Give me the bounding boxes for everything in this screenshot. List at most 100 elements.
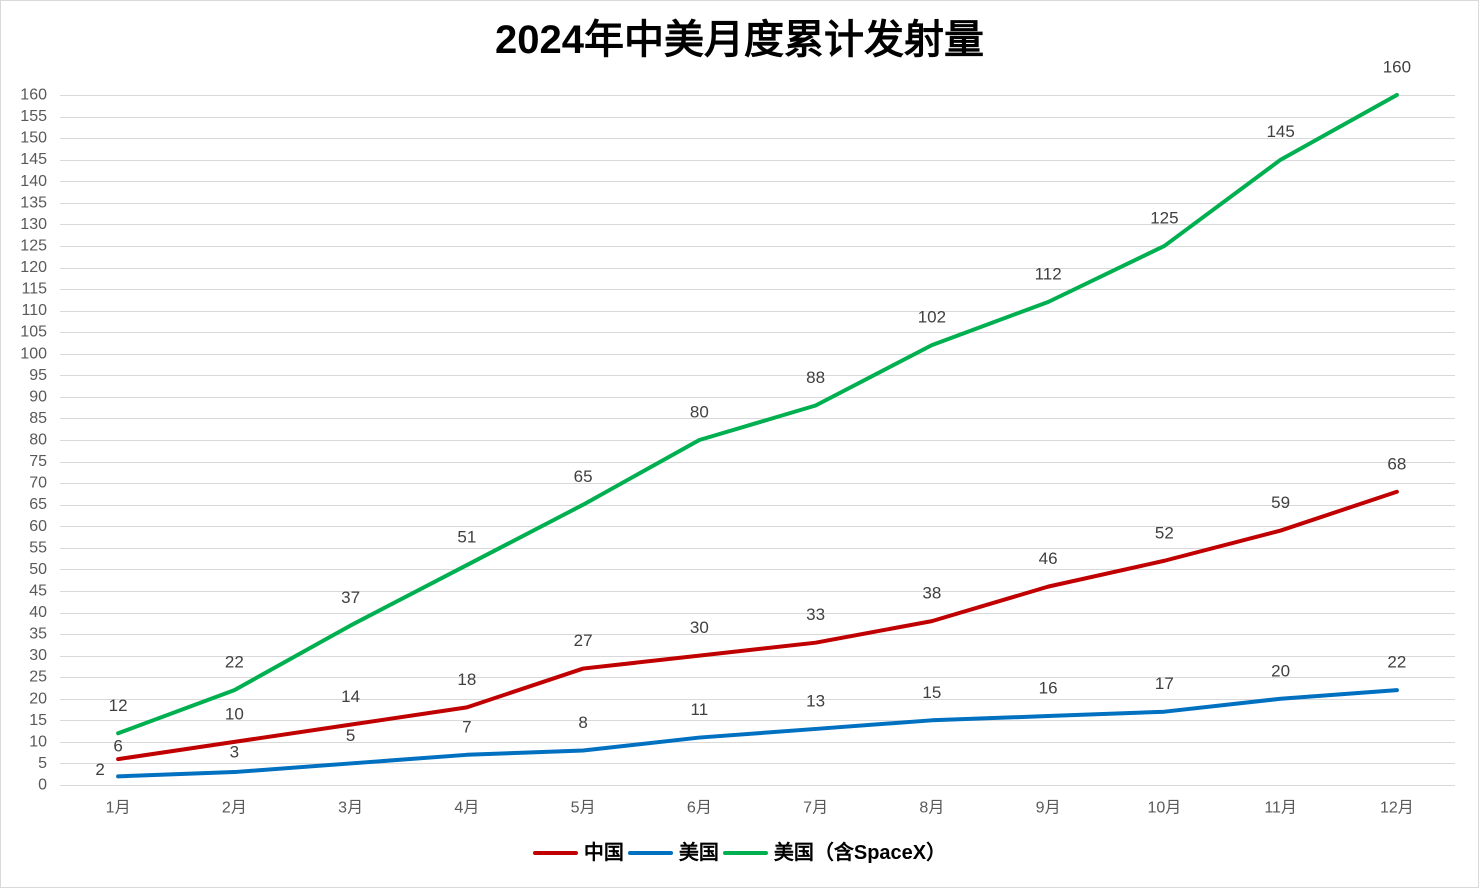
legend-label-us: 美国 <box>678 842 719 864</box>
y-tick-label: 150 <box>20 130 47 147</box>
data-label-us: 2 <box>95 760 104 779</box>
data-label-china: 38 <box>922 584 941 603</box>
x-tick-label: 4月 <box>454 800 479 817</box>
y-axis-tick-labels: 0 5 10 15 20 25 30 35 40 45 50 55 60 65 70 75 80 85 90 95 10… <box>20 87 47 794</box>
data-label-us: 20 <box>1271 661 1290 680</box>
y-tick-label: 75 <box>29 453 47 470</box>
data-label-us-incl-spacex: 88 <box>806 368 825 387</box>
series-lines <box>116 93 1399 779</box>
y-tick-label: 70 <box>29 475 47 492</box>
data-label-us-incl-spacex: 102 <box>918 308 946 327</box>
data-labels: 6 10 14 18 27 30 33 38 46 52 59 68 2 3 5 7 8 11 13 15 16 17 20… <box>95 58 1411 779</box>
y-tick-label: 135 <box>20 194 47 211</box>
data-label-us: 17 <box>1155 674 1174 693</box>
data-label-us: 8 <box>578 713 587 732</box>
y-tick-label: 90 <box>29 388 47 405</box>
data-label-us-incl-spacex: 125 <box>1150 208 1178 227</box>
x-tick-label: 11月 <box>1264 800 1297 817</box>
data-label-china: 10 <box>225 704 244 723</box>
legend-swatch-china <box>532 851 578 855</box>
data-label-china: 30 <box>690 618 709 637</box>
data-label-us: 7 <box>462 717 471 736</box>
y-tick-label: 120 <box>20 259 47 276</box>
y-tick-label: 145 <box>20 151 47 168</box>
legend-swatch-us <box>627 851 673 855</box>
data-label-us-incl-spacex: 160 <box>1383 58 1411 77</box>
data-label-china: 46 <box>1039 549 1058 568</box>
y-tick-label: 160 <box>20 87 47 104</box>
y-tick-label: 95 <box>29 367 47 384</box>
x-tick-label: 8月 <box>919 800 944 817</box>
series-line-us <box>116 688 1399 779</box>
y-tick-label: 85 <box>29 410 47 427</box>
y-tick-label: 5 <box>38 755 47 772</box>
y-tick-label: 25 <box>29 669 47 686</box>
data-label-us-incl-spacex: 112 <box>1035 265 1062 284</box>
data-label-us: 5 <box>346 726 355 745</box>
data-label-china: 33 <box>806 605 825 624</box>
y-tick-label: 30 <box>29 647 47 664</box>
x-tick-label: 1月 <box>106 800 131 817</box>
legend-item-us: 美国 <box>627 840 719 866</box>
y-tick-label: 35 <box>29 626 47 643</box>
data-label-us: 15 <box>922 683 941 702</box>
data-label-china: 52 <box>1155 523 1174 542</box>
data-label-us-incl-spacex: 37 <box>341 588 360 607</box>
x-tick-label: 12月 <box>1380 800 1414 817</box>
data-label-us-incl-spacex: 145 <box>1266 122 1294 141</box>
y-tick-label: 115 <box>21 281 47 298</box>
y-tick-label: 130 <box>20 216 47 233</box>
legend-swatch-us-incl-spacex <box>722 851 768 855</box>
y-tick-label: 10 <box>29 733 47 750</box>
y-tick-label: 40 <box>29 604 47 621</box>
data-label-us: 3 <box>230 743 239 762</box>
legend-item-us-incl-spacex: 美国（含SpaceX） <box>722 840 947 866</box>
data-label-us-incl-spacex: 12 <box>109 696 128 715</box>
y-tick-label: 20 <box>29 690 47 707</box>
y-tick-label: 15 <box>29 712 47 729</box>
data-label-china: 68 <box>1387 454 1406 473</box>
data-label-china: 18 <box>457 670 476 689</box>
legend-item-china: 中国 <box>532 840 624 866</box>
legend-label-china: 中国 <box>583 842 624 864</box>
data-label-china: 6 <box>113 737 122 756</box>
y-tick-label: 65 <box>29 496 47 513</box>
data-label-china: 27 <box>574 631 593 650</box>
y-tick-label: 155 <box>20 108 47 125</box>
y-tick-label: 125 <box>20 237 47 254</box>
data-label-us: 16 <box>1039 679 1058 698</box>
y-tick-label: 100 <box>20 345 47 362</box>
y-tick-label: 140 <box>20 173 47 190</box>
x-tick-label: 3月 <box>338 800 363 817</box>
data-label-china: 59 <box>1271 493 1290 512</box>
gridlines <box>60 95 1455 786</box>
series-line-us-incl-spacex <box>116 93 1399 736</box>
data-label-us-incl-spacex: 51 <box>457 528 476 547</box>
y-tick-label: 50 <box>29 561 47 578</box>
y-tick-label: 45 <box>29 582 47 599</box>
data-label-us-incl-spacex: 65 <box>574 467 593 486</box>
y-tick-label: 105 <box>20 324 47 341</box>
legend-label-us-incl-spacex: 美国（含SpaceX） <box>773 842 947 864</box>
chart-title: 2024年中美月度累计发射量 <box>495 18 984 62</box>
x-tick-label: 10月 <box>1147 800 1181 817</box>
y-tick-label: 60 <box>29 518 47 535</box>
legend: 中国 美国 美国（含SpaceX） <box>0 840 1479 866</box>
x-axis-tick-labels: 1月 2月 3月 4月 5月 6月 7月 8月 9月 10月 11月 12月 <box>106 800 1414 817</box>
data-label-china: 14 <box>341 687 360 706</box>
y-tick-label: 110 <box>21 302 47 319</box>
data-label-us: 13 <box>806 691 825 710</box>
x-tick-label: 9月 <box>1036 800 1061 817</box>
y-tick-label: 80 <box>29 432 47 449</box>
x-tick-label: 2月 <box>222 800 247 817</box>
series-line-china <box>116 489 1399 762</box>
x-tick-label: 5月 <box>571 800 596 817</box>
data-label-us: 11 <box>691 700 709 719</box>
data-label-us: 22 <box>1387 653 1406 672</box>
y-tick-label: 0 <box>38 777 47 794</box>
y-tick-label: 55 <box>29 539 47 556</box>
data-label-us-incl-spacex: 22 <box>225 653 244 672</box>
